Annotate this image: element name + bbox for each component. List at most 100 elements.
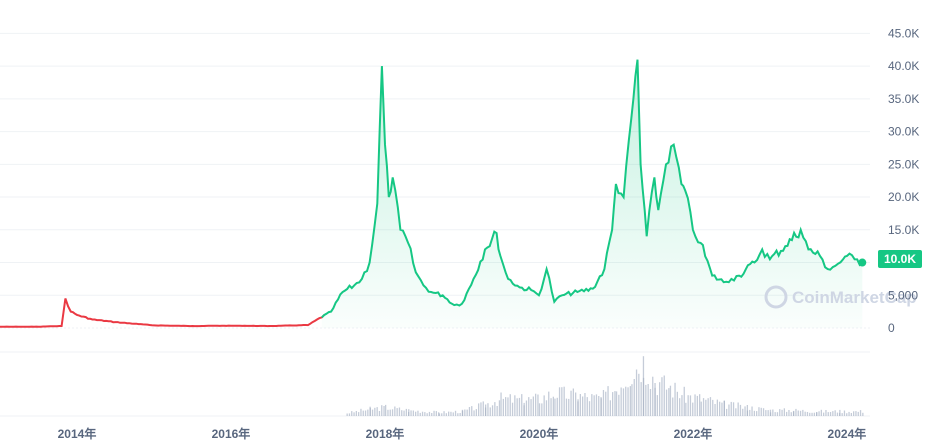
- volume-bar: [591, 394, 593, 416]
- volume-bar: [783, 408, 785, 416]
- volume-bar: [602, 390, 605, 416]
- price-badge-label: 10.0K: [884, 252, 916, 266]
- volume-bar: [545, 400, 548, 416]
- volume-bar: [419, 412, 421, 416]
- volume-bar: [627, 387, 629, 416]
- volume-bar: [371, 409, 374, 416]
- volume-bar: [535, 393, 537, 416]
- volume-bar: [387, 409, 389, 416]
- volume-bar: [712, 399, 714, 416]
- volume-bar: [848, 411, 850, 416]
- volume-bar: [735, 408, 737, 416]
- volume-bar: [742, 408, 744, 416]
- volume-bar: [351, 411, 353, 416]
- volume-bar: [548, 391, 550, 416]
- volume-bar: [403, 410, 405, 416]
- volume-bar: [756, 411, 758, 416]
- volume-bar: [575, 392, 577, 416]
- volume-bar: [779, 409, 781, 416]
- y-axis: 0 5,000 15.0K 20.0K 25.0K 30.0K 35.0K 40.0K 45.0…: [888, 26, 919, 335]
- volume-bar: [376, 407, 378, 416]
- volume-bar: [816, 412, 818, 416]
- volume-bar: [426, 413, 428, 416]
- volume-bar: [850, 413, 852, 416]
- volume-bar: [612, 392, 614, 416]
- volume-bar: [765, 410, 767, 416]
- volume-bar: [665, 389, 668, 416]
- volume-bar: [622, 388, 625, 416]
- volume-bar: [707, 398, 709, 416]
- volume-bar: [802, 409, 804, 416]
- volume-bar: [593, 395, 595, 416]
- volume-bar: [369, 407, 371, 416]
- x-axis: 2014年 2016年 2018年 2020年 2022年 2024年: [58, 426, 867, 441]
- volume-bar: [661, 377, 663, 416]
- volume-bar: [385, 404, 387, 416]
- volume-bar: [674, 382, 676, 416]
- y-tick-label: 40.0K: [888, 59, 919, 73]
- volume-bar: [435, 411, 437, 416]
- volume-bar: [739, 404, 742, 416]
- volume-bar: [672, 397, 674, 416]
- x-tick-label: 2014年: [58, 426, 97, 441]
- volume-bar: [705, 399, 707, 416]
- volume-bar: [450, 411, 452, 416]
- volume-bar: [683, 386, 685, 416]
- volume-bar: [401, 410, 403, 416]
- watermark-text: CoinMarketCap: [792, 288, 917, 307]
- volume-bar: [475, 409, 477, 416]
- price-line: [0, 59, 863, 328]
- volume-bar: [417, 410, 419, 416]
- volume-bar: [652, 376, 654, 416]
- volume-bar: [685, 402, 687, 416]
- volume-bar: [633, 379, 635, 416]
- volume-bar: [438, 412, 440, 416]
- volume-bar: [572, 388, 574, 416]
- volume-bar: [788, 410, 790, 416]
- volume-bar: [776, 412, 779, 416]
- volume-bar: [825, 410, 827, 416]
- volume-bar: [790, 412, 792, 416]
- volume-bar: [480, 402, 482, 416]
- volume-bar: [408, 409, 410, 416]
- volume-bar: [459, 413, 461, 416]
- volume-bar: [537, 394, 539, 416]
- volume-bar: [669, 385, 672, 416]
- volume-bar: [443, 411, 445, 416]
- price-area-fill: [321, 59, 863, 328]
- volume-bar: [518, 397, 521, 416]
- volume-bar: [793, 410, 795, 416]
- current-price-badge: 10.0K: [858, 250, 922, 268]
- volume-bar: [737, 402, 739, 416]
- volume-bar: [839, 409, 841, 416]
- y-tick-label: 15.0K: [888, 223, 919, 237]
- volume-bar: [638, 373, 640, 416]
- volume-bar: [538, 403, 541, 416]
- y-tick-label: 30.0K: [888, 125, 919, 139]
- volume-bar: [659, 382, 661, 416]
- volume-bar: [396, 408, 398, 416]
- volume-bar: [834, 410, 836, 416]
- volume-bar: [804, 411, 806, 416]
- volume-bar: [786, 411, 788, 416]
- volume-bar: [769, 412, 772, 416]
- volume-bar: [600, 398, 602, 416]
- volume-bar: [820, 409, 822, 416]
- volume-bar: [853, 411, 855, 416]
- volume-bar: [709, 397, 712, 416]
- volume-bar: [552, 396, 554, 416]
- volume-bar: [692, 402, 694, 416]
- volume-bar: [618, 394, 620, 416]
- volume-bar: [647, 384, 649, 416]
- volume-bar: [561, 387, 563, 416]
- volume-bar: [859, 410, 862, 416]
- volume-bar: [558, 387, 561, 416]
- volume-bar: [767, 410, 769, 416]
- volume-bar: [668, 388, 670, 416]
- volume-bar: [485, 404, 487, 416]
- volume-bar: [428, 411, 431, 416]
- volume-bar: [656, 395, 658, 416]
- watermark: CoinMarketCap: [764, 285, 917, 309]
- volume-bar: [649, 389, 652, 416]
- volume-bar: [799, 410, 802, 416]
